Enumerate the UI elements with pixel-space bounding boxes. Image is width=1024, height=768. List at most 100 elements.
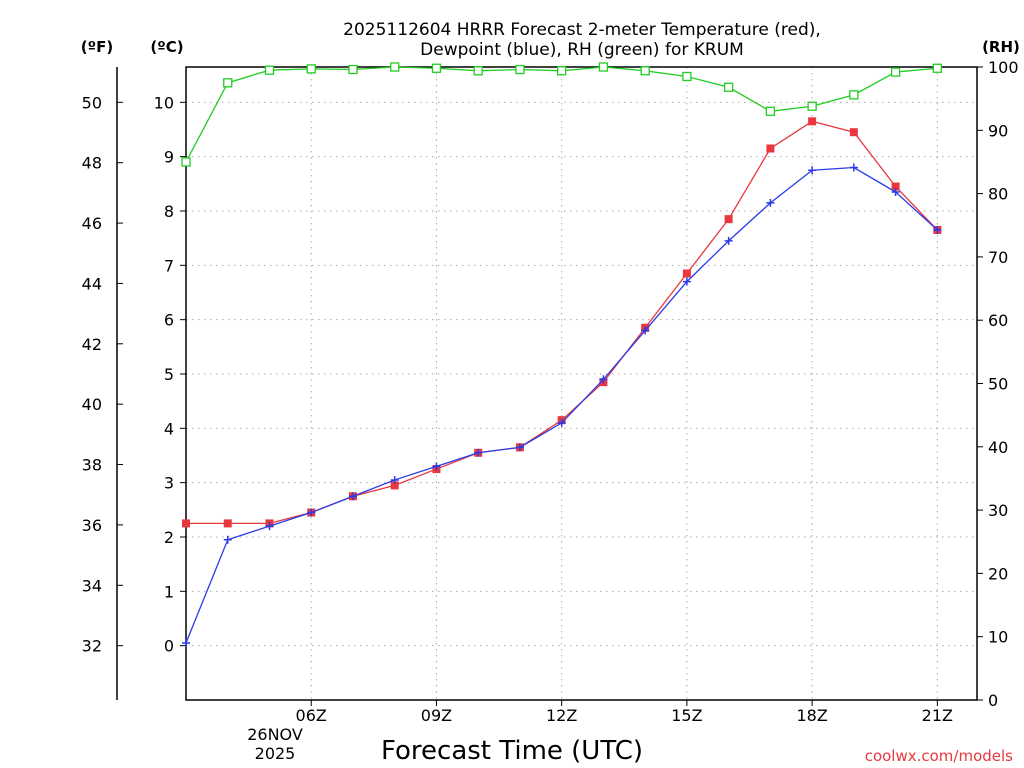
celsius-tick-label: 10 (154, 93, 174, 112)
temperature-point (808, 117, 817, 126)
rh-tick-label: 10 (988, 628, 1008, 647)
x-tick-label: 21Z (922, 706, 953, 725)
celsius-tick-label: 2 (164, 528, 174, 547)
celsius-tick-label: 1 (164, 582, 174, 601)
rh-point (306, 64, 316, 74)
series-line (185, 66, 938, 163)
dewpoint-point (808, 166, 817, 175)
dewpoint-point (307, 508, 316, 517)
dewpoint-point (849, 163, 858, 172)
x-tick-label: 09Z (421, 706, 452, 725)
rh-point (890, 67, 901, 77)
x-axis-label: Forecast Time (UTC) (381, 736, 643, 766)
dewpoint-point (432, 462, 441, 471)
rh-point (223, 78, 233, 88)
axes (116, 66, 983, 706)
plot-frame (185, 66, 978, 701)
series-temperature (182, 117, 942, 528)
temperature-point (891, 182, 900, 191)
temperature-point (766, 144, 775, 153)
rh-tick-label: 80 (988, 185, 1008, 204)
celsius-unit-label: (ºC) (150, 38, 183, 56)
fahrenheit-tick-label: 46 (82, 214, 102, 233)
rh-point (807, 101, 817, 111)
series-relative-humidity (181, 62, 942, 167)
dewpoint-point (766, 198, 775, 207)
rh-tick-label: 60 (988, 311, 1008, 330)
rh-point (390, 62, 400, 72)
temperature-point (390, 481, 399, 490)
rh-point (598, 62, 609, 72)
dewpoint-point (682, 277, 691, 286)
rh-tick-label: 70 (988, 248, 1008, 267)
celsius-tick-label: 5 (164, 365, 174, 384)
celsius-tick-label: 9 (164, 148, 174, 167)
dewpoint-point (182, 638, 190, 647)
credit-text: coolwx.com/models (865, 747, 1013, 765)
rh-point (557, 66, 567, 76)
fahrenheit-tick-label: 42 (82, 335, 102, 354)
fahrenheit-tick-label: 40 (82, 395, 102, 414)
dewpoint-point (348, 492, 357, 501)
chart-title-line1: 2025112604 HRRR Forecast 2-meter Tempera… (343, 20, 821, 40)
data-series (181, 62, 942, 647)
dewpoint-point (933, 226, 942, 235)
fahrenheit-tick-label: 48 (82, 154, 102, 173)
series-dewpoint (182, 163, 942, 647)
fahrenheit-tick-label: 32 (82, 637, 102, 656)
gridlines (186, 67, 977, 700)
rh-tick-label: 30 (988, 501, 1008, 520)
rh-point (765, 106, 776, 116)
rh-tick-label: 40 (988, 438, 1008, 457)
rh-point (473, 66, 483, 76)
temperature-point (182, 519, 190, 528)
celsius-tick-label: 8 (164, 202, 174, 221)
dewpoint-point (891, 187, 900, 196)
dewpoint-point (265, 522, 274, 531)
celsius-tick-label: 6 (164, 311, 174, 330)
tick-labels: 0123456789103234363840424446485001020304… (82, 58, 1019, 725)
fahrenheit-tick-label: 34 (82, 576, 102, 595)
fahrenheit-tick-label: 44 (82, 274, 102, 293)
celsius-tick-label: 4 (164, 419, 174, 438)
date-label-year: 2025 (255, 744, 296, 763)
x-tick-label: 18Z (796, 706, 827, 725)
rh-tick-label: 20 (988, 564, 1008, 583)
temperature-point (223, 519, 232, 528)
dewpoint-point (599, 375, 608, 384)
dewpoint-point (223, 535, 232, 544)
temperature-point (682, 269, 691, 278)
rh-unit-label: (RH) (982, 38, 1020, 56)
fahrenheit-tick-label: 38 (82, 456, 102, 475)
rh-tick-label: 50 (988, 375, 1008, 394)
dewpoint-point (474, 448, 483, 457)
rh-point (181, 157, 191, 167)
date-label-day: 26NOV (247, 725, 303, 744)
x-tick-label: 12Z (546, 706, 577, 725)
rh-point (264, 65, 275, 75)
fahrenheit-tick-label: 50 (82, 93, 102, 112)
rh-tick-label: 0 (988, 691, 998, 710)
x-tick-label: 15Z (671, 706, 702, 725)
dewpoint-point (390, 475, 399, 484)
rh-tick-label: 100 (988, 58, 1019, 77)
rh-point (431, 63, 442, 73)
temperature-point (849, 128, 858, 137)
celsius-tick-label: 3 (164, 474, 174, 493)
rh-point (348, 64, 358, 75)
celsius-tick-label: 7 (164, 256, 174, 275)
fahrenheit-tick-label: 36 (82, 516, 102, 535)
celsius-tick-label: 0 (164, 637, 174, 656)
fahrenheit-unit-label: (ºF) (81, 38, 113, 56)
dewpoint-point (557, 418, 566, 427)
dewpoint-point (724, 236, 733, 245)
x-tick-label: 06Z (296, 706, 327, 725)
rh-point (849, 90, 859, 100)
dewpoint-point (515, 443, 524, 452)
temperature-point (724, 215, 733, 224)
rh-point (682, 71, 692, 82)
rh-point (932, 63, 942, 73)
chart-title-line2: Dewpoint (blue), RH (green) for KRUM (420, 40, 744, 60)
rh-point (723, 82, 734, 92)
